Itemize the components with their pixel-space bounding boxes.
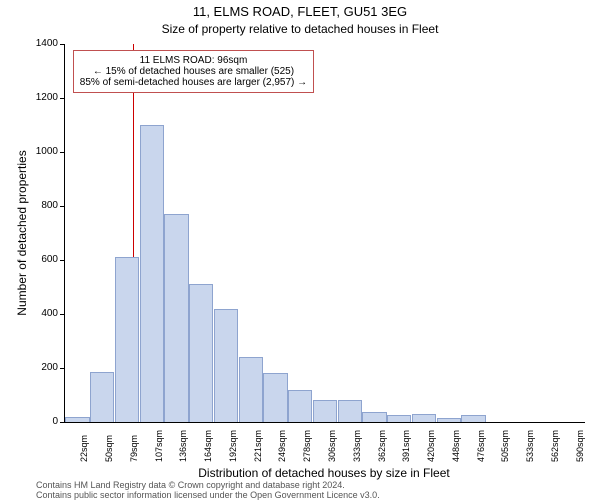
x-tick-label: 333sqm [352, 430, 362, 462]
x-tick-label: 79sqm [129, 435, 139, 462]
x-tick-label: 164sqm [203, 430, 213, 462]
x-tick-label: 50sqm [104, 435, 114, 462]
x-tick-label: 192sqm [228, 430, 238, 462]
y-tick-mark [60, 206, 64, 207]
x-tick-label: 476sqm [476, 430, 486, 462]
histogram-bar [239, 357, 263, 422]
annotation-line-3: 85% of semi-detached houses are larger (… [80, 77, 307, 88]
x-tick-label: 391sqm [401, 430, 411, 462]
x-tick-label: 448sqm [451, 430, 461, 462]
y-tick-mark [60, 98, 64, 99]
histogram-bar [338, 400, 362, 422]
x-tick-label: 306sqm [327, 430, 337, 462]
x-tick-label: 533sqm [525, 430, 535, 462]
y-tick-label: 0 [26, 416, 58, 427]
histogram-bar [437, 418, 461, 422]
histogram-bar [313, 400, 337, 422]
footer-line-1: Contains HM Land Registry data © Crown c… [36, 480, 345, 490]
x-axis-label: Distribution of detached houses by size … [64, 466, 584, 480]
y-tick-mark [60, 152, 64, 153]
histogram-bar [164, 214, 188, 422]
chart-title: 11, ELMS ROAD, FLEET, GU51 3EG [0, 4, 600, 19]
x-tick-label: 590sqm [575, 430, 585, 462]
annotation-box: 11 ELMS ROAD: 96sqm ← 15% of detached ho… [73, 50, 314, 93]
footer-line-2: Contains public sector information licen… [36, 490, 380, 500]
histogram-bar [115, 257, 139, 422]
y-tick-mark [60, 260, 64, 261]
histogram-bar [288, 390, 312, 422]
x-tick-label: 505sqm [500, 430, 510, 462]
annotation-line-1: 11 ELMS ROAD: 96sqm [80, 55, 307, 66]
histogram-bar [90, 372, 114, 422]
y-tick-label: 400 [26, 308, 58, 319]
y-tick-mark [60, 368, 64, 369]
y-tick-mark [60, 44, 64, 45]
x-tick-label: 562sqm [550, 430, 560, 462]
y-tick-label: 800 [26, 200, 58, 211]
histogram-bar [65, 417, 89, 422]
y-axis-label: Number of detached properties [15, 133, 29, 333]
histogram-bar [140, 125, 164, 422]
x-tick-label: 22sqm [79, 435, 89, 462]
histogram-bar [362, 412, 386, 422]
x-tick-label: 107sqm [154, 430, 164, 462]
x-tick-label: 221sqm [253, 430, 263, 462]
annotation-line-2: ← 15% of detached houses are smaller (52… [80, 66, 307, 77]
histogram-bar [263, 373, 287, 422]
x-tick-label: 420sqm [426, 430, 436, 462]
y-tick-label: 1200 [26, 92, 58, 103]
plot-area: 11 ELMS ROAD: 96sqm ← 15% of detached ho… [64, 44, 585, 423]
histogram-bar [189, 284, 213, 422]
y-tick-label: 1400 [26, 38, 58, 49]
y-tick-label: 600 [26, 254, 58, 265]
y-tick-label: 1000 [26, 146, 58, 157]
chart-subtitle: Size of property relative to detached ho… [0, 22, 600, 36]
x-tick-label: 362sqm [377, 430, 387, 462]
histogram-bar [387, 415, 411, 422]
histogram-bar [461, 415, 485, 422]
x-tick-label: 249sqm [277, 430, 287, 462]
x-tick-label: 136sqm [178, 430, 188, 462]
y-tick-mark [60, 314, 64, 315]
histogram-bar [214, 309, 238, 422]
histogram-bar [412, 414, 436, 422]
y-tick-label: 200 [26, 362, 58, 373]
x-tick-label: 278sqm [302, 430, 312, 462]
y-tick-mark [60, 422, 64, 423]
